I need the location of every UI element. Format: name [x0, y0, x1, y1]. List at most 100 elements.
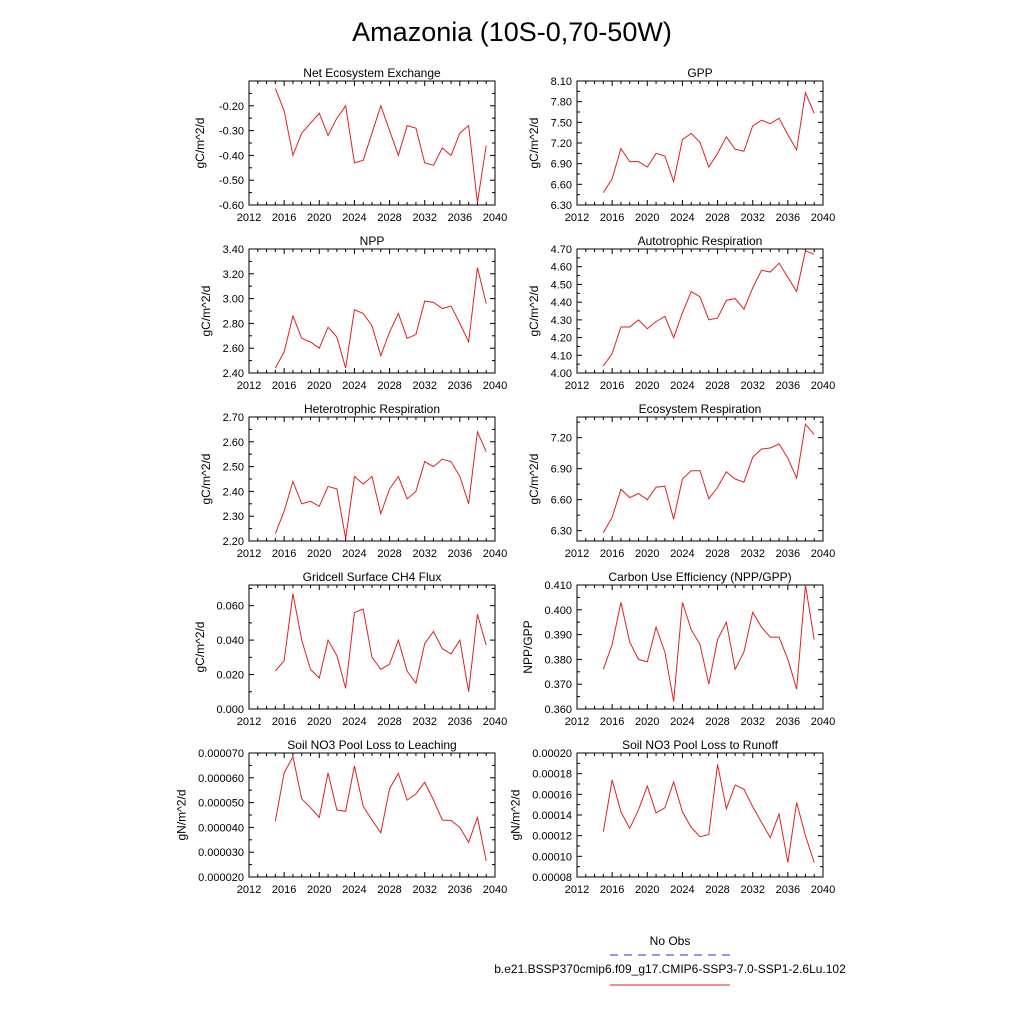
x-tick-label: 2040 [811, 548, 835, 560]
y-tick-label: 0.000 [216, 704, 244, 716]
y-axis-label: gC/m^2/d [527, 118, 541, 169]
x-tick-label: 2036 [448, 884, 472, 896]
panel-title: Heterotrophic Respiration [304, 402, 440, 416]
y-axis-label: NPP/GPP [521, 620, 535, 673]
panel-frame [576, 248, 824, 374]
x-tick-label: 2040 [483, 212, 507, 224]
y-axis-label: gN/m^2/d [174, 790, 188, 841]
x-tick-label: 2016 [600, 212, 624, 224]
panel-carbon-use-efficiency-npp-gpp: Carbon Use Efficiency (NPP/GPP) 2012 2016 2… [521, 570, 835, 728]
y-tick-label: 8.10 [551, 76, 572, 88]
x-tick-label: 2040 [483, 884, 507, 896]
panel-frame [248, 416, 496, 542]
series-line [274, 267, 487, 369]
x-tick-label: 2040 [811, 884, 835, 896]
x-tick-label: 2020 [307, 212, 331, 224]
x-tick-label: 2028 [705, 884, 729, 896]
x-tick-label: 2040 [811, 380, 835, 392]
x-tick-label: 2040 [811, 716, 835, 728]
series-line [274, 430, 487, 539]
x-tick-label: 2024 [342, 884, 366, 896]
y-axis-label: gC/m^2/d [193, 622, 207, 673]
x-tick-label: 2032 [412, 380, 436, 392]
x-tick-label: 2012 [237, 716, 261, 728]
panels: Net Ecosystem Exchange 2012 2016 2020 2024 20… [174, 66, 835, 896]
x-tick-label: 2040 [483, 548, 507, 560]
x-tick-label: 2032 [740, 716, 764, 728]
y-tick-label: 4.60 [551, 262, 572, 274]
y-tick-label: 0.00020 [532, 748, 572, 760]
panel-title: Carbon Use Efficiency (NPP/GPP) [608, 570, 791, 584]
panel-soil-no3-pool-loss-to-runoff: Soil NO3 Pool Loss to Runoff 2012 2016 2020… [509, 738, 836, 896]
panel-net-ecosystem-exchange: Net Ecosystem Exchange 2012 2016 2020 2024 20… [193, 66, 507, 224]
x-tick-label: 2016 [272, 716, 296, 728]
panel-frame [248, 752, 496, 878]
panel-heterotrophic-respiration: Heterotrophic Respiration 2012 2016 2020 202… [199, 402, 507, 560]
panel-title: Autotrophic Respiration [638, 234, 763, 248]
x-tick-label: 2040 [811, 212, 835, 224]
y-tick-label: -0.40 [219, 150, 244, 162]
panel-frame [248, 248, 496, 374]
y-tick-label: 0.00018 [532, 769, 572, 781]
x-tick-label: 2028 [377, 716, 401, 728]
x-tick-label: 2028 [705, 380, 729, 392]
x-tick-label: 2012 [237, 548, 261, 560]
x-tick-label: 2032 [740, 548, 764, 560]
panel-title: NPP [360, 234, 385, 248]
panel-frame [576, 584, 824, 710]
x-tick-label: 2036 [776, 212, 800, 224]
x-tick-label: 2020 [635, 212, 659, 224]
x-tick-label: 2024 [670, 548, 694, 560]
y-axis-label: gC/m^2/d [199, 454, 213, 505]
x-tick-label: 2024 [342, 548, 366, 560]
y-tick-label: 0.400 [544, 605, 572, 617]
panel-soil-no3-pool-loss-to-leaching: Soil NO3 Pool Loss to Leaching 2012 2016 20… [174, 738, 507, 896]
panel-gpp: GPP 2012 2016 2020 2024 2028 2032 2036 2040 6.30 6… [527, 66, 835, 224]
x-tick-label: 2028 [377, 212, 401, 224]
y-tick-label: 0.410 [544, 580, 572, 592]
x-tick-label: 2024 [342, 212, 366, 224]
x-tick-label: 2032 [412, 548, 436, 560]
x-tick-label: 2016 [600, 548, 624, 560]
series-line [274, 755, 487, 861]
y-tick-label: 0.000040 [198, 822, 244, 834]
legend-label-no-obs: No Obs [650, 934, 691, 948]
x-tick-label: 2012 [237, 884, 261, 896]
y-tick-label: 0.00016 [532, 789, 572, 801]
x-tick-label: 2012 [565, 380, 589, 392]
x-tick-label: 2040 [483, 380, 507, 392]
y-axis-label: gN/m^2/d [509, 790, 523, 841]
x-tick-label: 2036 [448, 548, 472, 560]
x-tick-label: 2020 [307, 380, 331, 392]
y-tick-label: 6.30 [551, 200, 572, 212]
legend-label-case: b.e21.BSSP370cmip6.f09_g17.CMIP6-SSP3-7.… [494, 962, 846, 976]
y-tick-label: 2.60 [223, 437, 244, 449]
y-tick-label: 7.20 [551, 138, 572, 150]
x-tick-label: 2028 [377, 884, 401, 896]
y-axis-label: gC/m^2/d [527, 286, 541, 337]
y-tick-label: 2.30 [223, 511, 244, 523]
panel-title: Net Ecosystem Exchange [303, 66, 441, 80]
y-tick-label: 0.060 [216, 601, 244, 613]
x-tick-label: 2032 [412, 716, 436, 728]
panel-frame [576, 752, 824, 878]
panel-frame [248, 80, 496, 206]
x-tick-label: 2032 [740, 380, 764, 392]
y-axis-label: gC/m^2/d [193, 118, 207, 169]
y-axis-label: gC/m^2/d [527, 454, 541, 505]
x-tick-label: 2016 [272, 212, 296, 224]
y-tick-label: 0.040 [216, 635, 244, 647]
x-tick-label: 2020 [635, 884, 659, 896]
x-tick-label: 2020 [307, 884, 331, 896]
x-tick-label: 2036 [448, 380, 472, 392]
x-tick-label: 2020 [635, 380, 659, 392]
panel-autotrophic-respiration: Autotrophic Respiration 2012 2016 2020 2024 2… [527, 234, 835, 392]
series-line [274, 593, 487, 692]
x-tick-label: 2024 [670, 380, 694, 392]
y-tick-label: -0.20 [219, 101, 244, 113]
y-tick-label: 7.80 [551, 97, 572, 109]
x-tick-label: 2024 [670, 716, 694, 728]
y-tick-label: 4.30 [551, 315, 572, 327]
x-tick-label: 2016 [272, 884, 296, 896]
y-tick-label: 2.20 [223, 536, 244, 548]
